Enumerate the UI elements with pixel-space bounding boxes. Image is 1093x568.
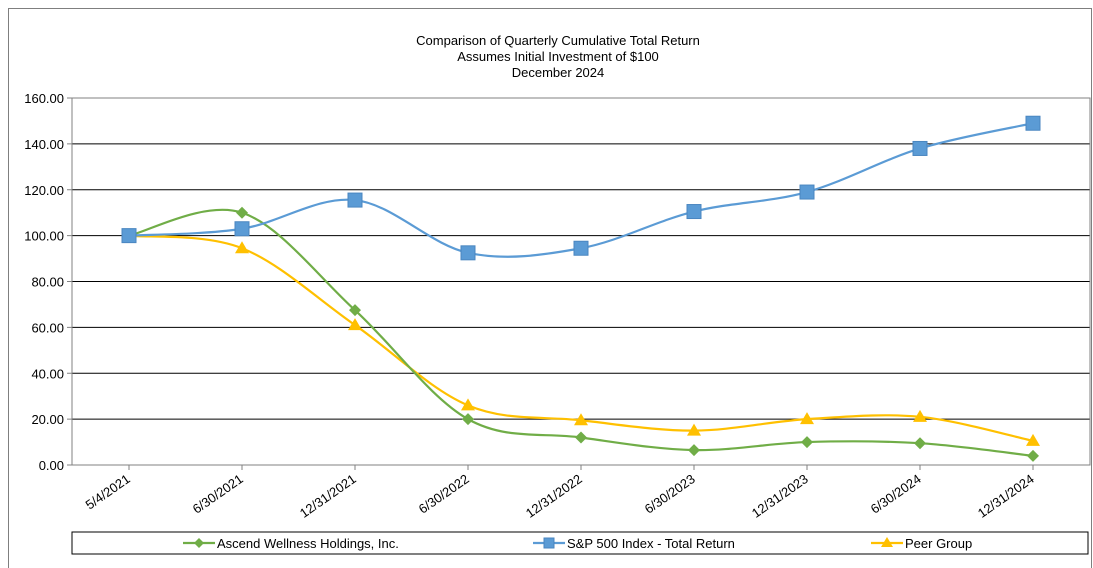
x-tick-label: 12/31/2022 xyxy=(523,471,585,521)
y-axis-ticks: 0.00 20.00 40.00 60.00 80.00 100.00 120.00 140.… xyxy=(24,91,72,473)
legend-label: Ascend Wellness Holdings, Inc. xyxy=(217,536,399,551)
x-tick-label: 12/31/2024 xyxy=(975,471,1037,521)
data-point-square xyxy=(234,221,250,237)
legend-label: Peer Group xyxy=(905,536,972,551)
data-point-diamond xyxy=(462,413,474,426)
chart-title: Comparison of Quarterly Cumulative Total… xyxy=(416,33,700,80)
data-point-square xyxy=(347,192,363,208)
chart-title-line-2: Assumes Initial Investment of $100 xyxy=(457,49,659,64)
y-tick-label: 160.00 xyxy=(24,91,64,106)
x-axis-ticks: 5/4/2021 6/30/2021 12/31/2021 6/30/2022 12/3… xyxy=(83,465,1037,521)
data-point-diamond xyxy=(1027,449,1039,462)
data-point-triangle xyxy=(913,409,927,422)
legend-label: S&P 500 Index - Total Return xyxy=(567,536,735,551)
data-point-diamond xyxy=(914,437,926,450)
data-point-triangle xyxy=(348,318,362,331)
legend: Ascend Wellness Holdings, Inc. S&P 500 In… xyxy=(71,531,1089,555)
y-tick-label: 20.00 xyxy=(31,412,64,427)
data-point-diamond xyxy=(575,431,587,444)
series-markers xyxy=(121,115,1041,462)
y-tick-label: 80.00 xyxy=(31,275,64,290)
data-point-triangle xyxy=(687,423,701,436)
x-tick-label: 6/30/2023 xyxy=(642,471,698,516)
legend-items: Ascend Wellness Holdings, Inc. S&P 500 In… xyxy=(183,536,972,551)
data-point-square xyxy=(460,245,476,261)
x-tick-label: 12/31/2021 xyxy=(297,471,359,521)
data-point-triangle xyxy=(461,398,475,411)
y-tick-label: 40.00 xyxy=(31,366,64,381)
data-point-triangle xyxy=(800,412,814,425)
legend-box xyxy=(71,531,1089,555)
x-tick-label: 6/30/2021 xyxy=(190,471,246,516)
chart-frame xyxy=(8,8,1092,568)
data-point-diamond xyxy=(349,304,361,317)
data-point-triangle xyxy=(1026,433,1040,446)
chart-title-line-1: Comparison of Quarterly Cumulative Total… xyxy=(416,33,700,48)
x-tick-label: 6/30/2024 xyxy=(868,471,924,516)
legend-marker xyxy=(543,537,555,549)
y-tick-label: 0.00 xyxy=(39,458,64,473)
data-point-square xyxy=(121,228,137,244)
data-point-diamond xyxy=(236,206,248,219)
x-tick-label: 12/31/2023 xyxy=(749,471,811,521)
y-tick-label: 60.00 xyxy=(31,320,64,335)
chart-title-line-3: December 2024 xyxy=(512,65,605,80)
x-tick-label: 5/4/2021 xyxy=(83,471,133,512)
data-point-diamond xyxy=(688,444,700,457)
data-point-triangle xyxy=(235,241,249,254)
series-lines xyxy=(128,122,1034,457)
legend-marker xyxy=(194,538,204,548)
data-point-square xyxy=(799,184,815,200)
series-line-diamond xyxy=(128,208,1034,457)
y-tick-label: 100.00 xyxy=(24,229,64,244)
series-line-triangle xyxy=(128,234,1034,442)
x-tick-label: 6/30/2022 xyxy=(416,471,472,516)
data-point-triangle xyxy=(574,413,588,426)
y-tick-label: 140.00 xyxy=(24,137,64,152)
gridlines xyxy=(72,97,1090,466)
data-point-square xyxy=(686,204,702,220)
data-point-square xyxy=(1025,115,1041,131)
legend-marker xyxy=(881,537,893,547)
data-point-square xyxy=(912,140,928,156)
data-point-square xyxy=(573,240,589,256)
y-tick-label: 120.00 xyxy=(24,183,64,198)
data-point-diamond xyxy=(801,436,813,449)
